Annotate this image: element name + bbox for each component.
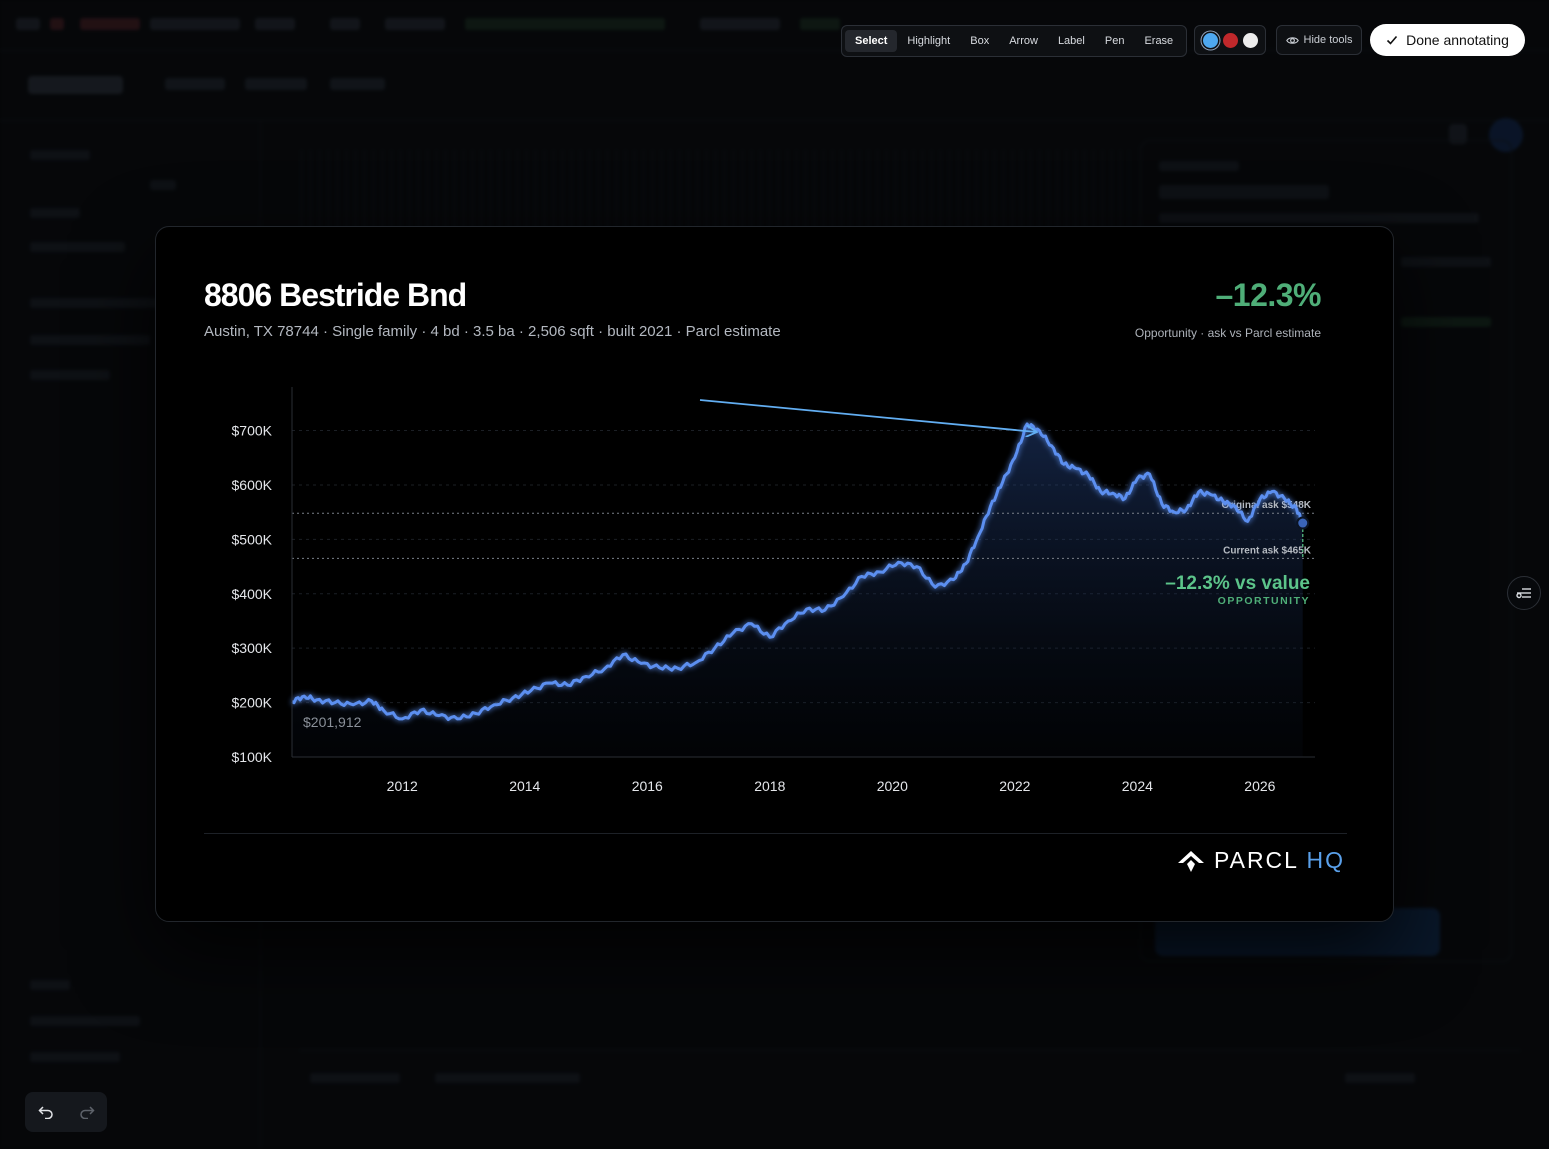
redo-button[interactable] bbox=[79, 1105, 95, 1119]
y-tick-label: $500K bbox=[232, 531, 273, 547]
y-tick-label: $100K bbox=[232, 749, 273, 765]
undo-button[interactable] bbox=[37, 1105, 54, 1119]
color-swatch-white[interactable] bbox=[1242, 32, 1258, 48]
y-tick-label: $200K bbox=[232, 695, 273, 711]
sliders-icon bbox=[1516, 588, 1531, 599]
parcl-logo-icon bbox=[1177, 850, 1204, 872]
x-tick-label: 2024 bbox=[1122, 778, 1153, 794]
opportunity-value: –12.3% bbox=[1215, 277, 1321, 313]
eye-icon bbox=[1285, 36, 1299, 44]
property-subtitle: Austin, TX 78744 · Single family · 4 bd … bbox=[204, 323, 781, 340]
background-nav bbox=[0, 50, 1549, 152]
tool-erase[interactable]: Erase bbox=[1144, 35, 1174, 47]
tool-select[interactable]: Select bbox=[845, 30, 898, 52]
share-card: 8806 Bestride Bnd Austin, TX 78744 · Sin… bbox=[155, 226, 1394, 922]
redo-icon bbox=[79, 1106, 95, 1119]
x-tick-label: 2020 bbox=[877, 778, 908, 794]
done-annotating-label: Done annotating bbox=[1406, 32, 1509, 48]
y-tick-label: $600K bbox=[232, 477, 273, 493]
tool-label[interactable]: Label bbox=[1057, 35, 1085, 47]
tool-highlight[interactable]: Highlight bbox=[907, 35, 951, 47]
price-history-chart: Original ask $548K Current ask $465K $100… bbox=[232, 387, 1315, 794]
done-annotating-button[interactable]: Done annotating bbox=[1370, 24, 1525, 56]
color-swatch-blue[interactable] bbox=[1202, 32, 1218, 48]
filters-button[interactable] bbox=[1507, 576, 1541, 610]
x-tick-label: 2022 bbox=[999, 778, 1030, 794]
parcl-hq-logo: PARCL HQ bbox=[1176, 847, 1345, 874]
tool-box[interactable]: Box bbox=[970, 35, 990, 47]
reference-line-label: Original ask $548K bbox=[1222, 500, 1312, 511]
current-estimate-dot bbox=[1296, 516, 1310, 530]
x-tick-label: 2026 bbox=[1244, 778, 1275, 794]
hide-tools-button[interactable]: Hide tools bbox=[1276, 25, 1362, 55]
check-icon bbox=[1387, 35, 1398, 45]
x-tick-label: 2012 bbox=[387, 778, 418, 794]
opportunity-caption: Opportunity · ask vs Parcl estimate bbox=[1134, 326, 1321, 340]
opportunity-annotation: –12.3% vs value bbox=[1165, 573, 1310, 594]
color-swatch-red[interactable] bbox=[1222, 32, 1238, 48]
color-swatches bbox=[1194, 25, 1266, 55]
parcl-logo-wordmark: PARCL HQ bbox=[1213, 847, 1345, 873]
background-sidebar bbox=[0, 120, 261, 1148]
price-line bbox=[291, 422, 1304, 721]
hide-tools-label: Hide tools bbox=[1303, 34, 1353, 46]
reference-line-label: Current ask $465K bbox=[1223, 545, 1312, 556]
y-tick-label: $700K bbox=[232, 423, 273, 439]
tool-pen[interactable]: Pen bbox=[1104, 35, 1125, 47]
x-tick-label: 2018 bbox=[754, 778, 785, 794]
background-ticker bbox=[0, 0, 1549, 51]
undo-redo-group bbox=[25, 1092, 107, 1132]
annotation-toolbar: Select Highlight Box Arrow Label Pen Era… bbox=[841, 25, 1188, 57]
property-title: 8806 Bestride Bnd bbox=[204, 277, 467, 313]
y-tick-label: $400K bbox=[232, 586, 273, 602]
price-area bbox=[292, 424, 1303, 757]
start-value-label: $201,912 bbox=[303, 714, 362, 730]
tool-arrow[interactable]: Arrow bbox=[1009, 35, 1038, 47]
background-footer bbox=[300, 1050, 1520, 1149]
opportunity-annotation-caption: OPPORTUNITY bbox=[1218, 595, 1310, 607]
x-tick-label: 2014 bbox=[509, 778, 540, 794]
y-tick-label: $300K bbox=[232, 640, 273, 656]
undo-icon bbox=[37, 1106, 53, 1119]
annotation-arrow[interactable] bbox=[699, 399, 1036, 432]
card-divider bbox=[204, 833, 1347, 834]
x-tick-label: 2016 bbox=[632, 778, 663, 794]
